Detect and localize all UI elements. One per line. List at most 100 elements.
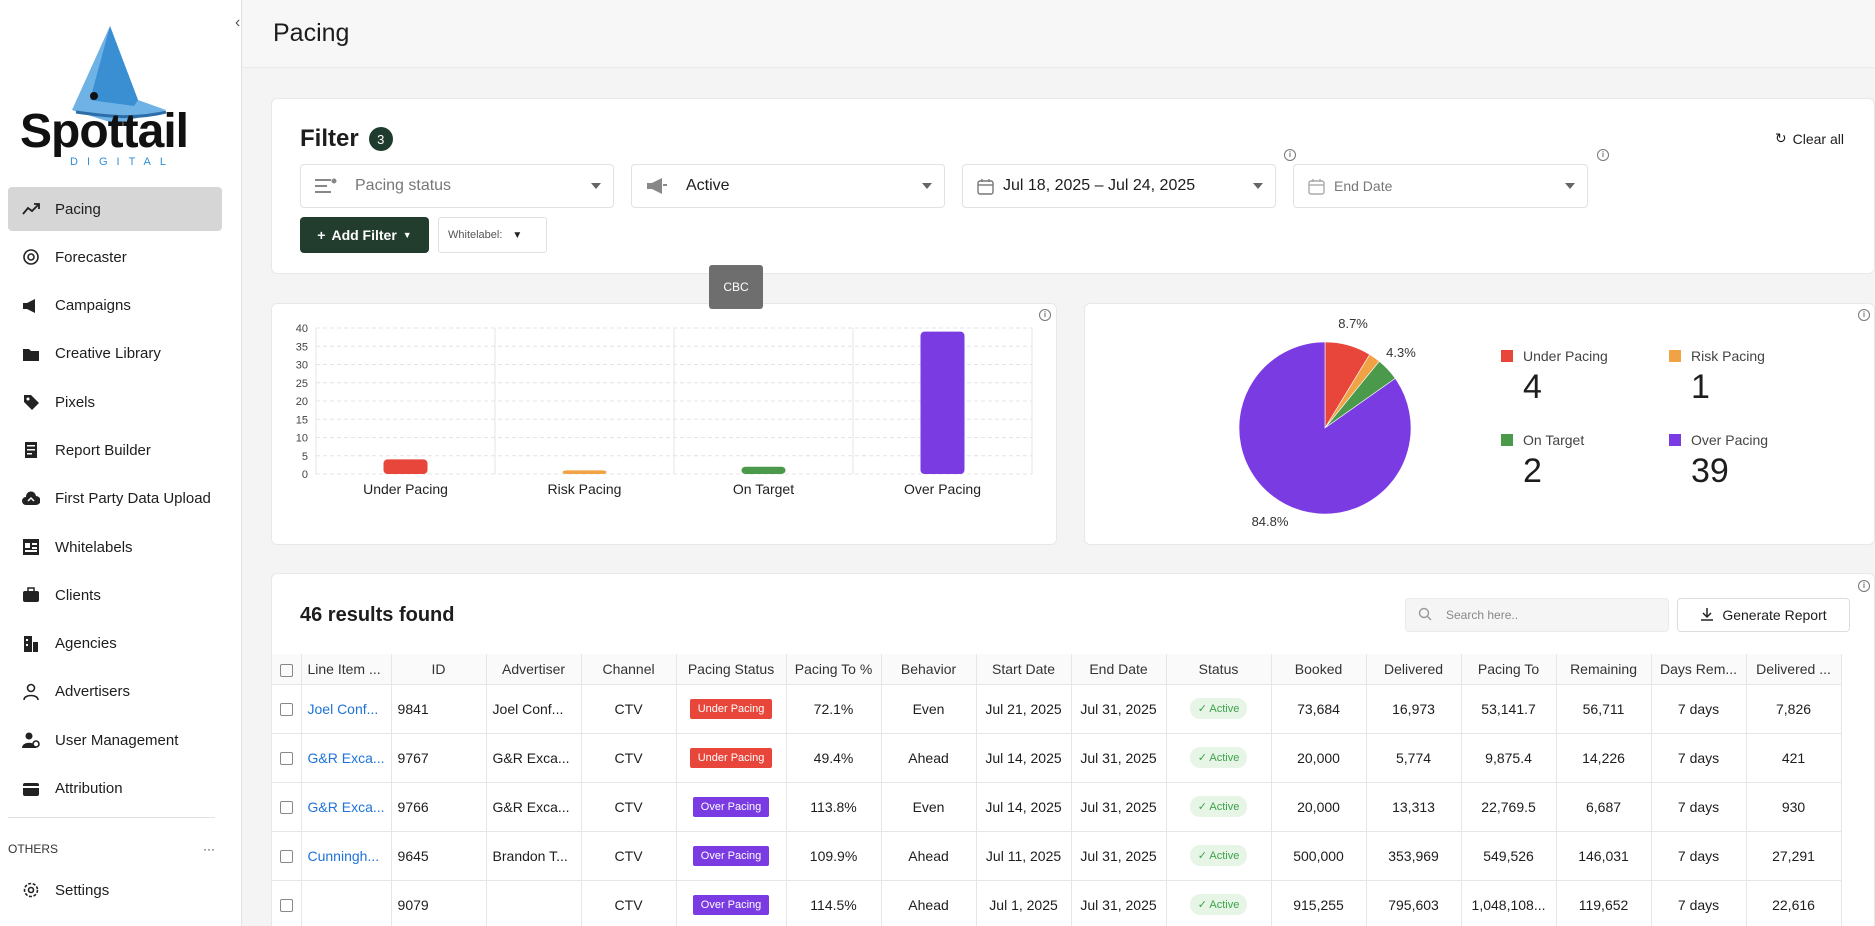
legend-label-row: Risk Pacing <box>1669 348 1765 364</box>
whitelabel-tooltip: CBC <box>709 265 763 309</box>
info-icon[interactable]: i <box>1597 149 1609 161</box>
table-row[interactable]: G&R Exca... 9766 G&R Exca... CTV Over Pacing… <box>272 782 1842 832</box>
filter-title: Filter 3 <box>300 125 393 153</box>
pacing-status-badge: Over Pacing <box>692 845 770 866</box>
date-range-select[interactable]: Jul 18, 2025 – Jul 24, 2025 <box>962 164 1276 208</box>
sidebar-item-label: Whitelabels <box>55 538 133 556</box>
search-input[interactable]: Search here.. <box>1405 598 1669 632</box>
sidebar-item-campaigns[interactable]: Campaigns <box>8 284 222 328</box>
table-row[interactable]: Cunningh... 9645 Brandon T... CTV Over Pacin… <box>272 831 1842 881</box>
row-checkbox[interactable] <box>279 801 293 815</box>
table-row[interactable]: 9079 CTV Over Pacing 114.5% Ahead Jul 1, 2025… <box>272 880 1842 926</box>
column-header[interactable]: Start Date <box>976 654 1072 685</box>
pacing-status-select[interactable]: Pacing status <box>300 164 614 208</box>
generate-report-button[interactable]: Generate Report <box>1677 598 1850 632</box>
status-select[interactable]: Active <box>631 164 945 208</box>
legend-swatch <box>1501 350 1513 362</box>
cell-advertiser: Joel Conf... <box>486 684 582 734</box>
select-all-checkbox[interactable] <box>279 663 293 677</box>
sidebar-item-label: Settings <box>55 881 110 899</box>
info-icon[interactable]: i <box>1858 580 1870 592</box>
status-badge: ✓ Active <box>1189 698 1248 719</box>
sidebar-item-settings[interactable]: Settings <box>8 868 222 912</box>
report-icon <box>21 440 41 460</box>
status-text: Active <box>1209 752 1240 764</box>
column-header[interactable]: Delivered <box>1366 654 1462 685</box>
cell-id: 9766 <box>391 782 487 832</box>
bar-chart-card: i 0 5 10 15 20 25 30 35 40 Under Pacing Risk Pacin… <box>271 303 1057 545</box>
y-tick-label: 10 <box>296 433 308 445</box>
cell-delivered: 795,603 <box>1366 880 1462 926</box>
pacing-status-placeholder: Pacing status <box>355 177 452 194</box>
column-header[interactable]: Pacing To % <box>786 654 882 685</box>
line-item-link[interactable]: Cunningh... <box>307 847 380 864</box>
column-header[interactable]: Pacing To <box>1461 654 1557 685</box>
table-row[interactable]: Joel Conf... 9841 Joel Conf... CTV Under Pac… <box>272 684 1842 734</box>
legend-label: On Target <box>1523 432 1585 448</box>
pacing-pie-chart: 8.7% 4.3% 84.8% <box>1238 316 1416 529</box>
building-icon <box>21 634 41 654</box>
sidebar-item-report-builder[interactable]: Report Builder <box>8 428 222 472</box>
legend-value: 2 <box>1523 452 1542 490</box>
info-icon[interactable]: i <box>1039 309 1051 321</box>
date-range-value: Jul 18, 2025 – Jul 24, 2025 <box>1003 177 1196 194</box>
column-header[interactable]: Days Rem... <box>1651 654 1747 685</box>
spottail-logo <box>72 26 167 124</box>
column-header[interactable]: Advertiser <box>486 654 582 685</box>
sidebar-item-label: Campaigns <box>55 297 131 315</box>
sidebar-item-first-party-data-upload[interactable]: First Party Data Upload <box>8 477 222 521</box>
column-header[interactable]: Booked <box>1271 654 1367 685</box>
table-row[interactable]: G&R Exca... 9767 G&R Exca... CTV Under Pacin… <box>272 733 1842 783</box>
sidebar-item-attribution[interactable]: Attribution <box>8 767 222 811</box>
line-item-link[interactable]: Joel Conf... <box>307 700 379 717</box>
cell-pacing-to: 549,526 <box>1461 831 1557 881</box>
end-date-select[interactable]: End Date <box>1293 164 1588 208</box>
sidebar-item-pixels[interactable]: Pixels <box>8 380 222 424</box>
column-header[interactable]: Delivered ... <box>1746 654 1842 685</box>
column-header[interactable]: Remaining <box>1556 654 1652 685</box>
sidebar-item-advertisers[interactable]: Advertisers <box>8 670 222 714</box>
cell-pacing-status: Over Pacing <box>676 880 787 926</box>
row-checkbox[interactable] <box>279 703 293 717</box>
filter-count-badge: 3 <box>368 127 393 151</box>
column-header[interactable]: Status <box>1166 654 1272 685</box>
megaphone-icon <box>21 296 41 316</box>
sidebar-item-pacing[interactable]: Pacing <box>8 187 222 231</box>
wallet-icon <box>21 779 41 799</box>
sidebar-item-whitelabels[interactable]: Whitelabels <box>8 525 222 569</box>
line-item-link[interactable]: G&R Exca... <box>307 798 385 815</box>
column-header[interactable]: Behavior <box>881 654 977 685</box>
others-more-icon[interactable]: ··· <box>203 842 215 856</box>
column-header[interactable]: Line Item ... <box>301 654 392 685</box>
sidebar-item-clients[interactable]: Clients <box>8 573 222 617</box>
add-filter-button[interactable]: + Add Filter ▼ <box>300 217 429 253</box>
sidebar-item-forecaster[interactable]: Forecaster <box>8 235 222 279</box>
info-icon[interactable]: i <box>1858 309 1870 321</box>
bar-over-pacing <box>920 331 965 474</box>
cell-pacing-status: Under Pacing <box>676 733 787 783</box>
select-all-checkbox-cell <box>272 654 302 685</box>
whitelabel-select[interactable]: Whitelabel: ▼ <box>438 217 547 253</box>
row-checkbox[interactable] <box>279 899 293 913</box>
cell-behavior: Even <box>881 782 977 832</box>
row-checkbox[interactable] <box>279 752 293 766</box>
cell-pacing-status: Under Pacing <box>676 684 787 734</box>
line-item-link[interactable]: G&R Exca... <box>307 749 385 766</box>
legend-item: Over Pacing 39 <box>1669 432 1768 491</box>
column-header[interactable]: ID <box>391 654 487 685</box>
column-header[interactable]: Channel <box>581 654 677 685</box>
column-header[interactable]: Pacing Status <box>676 654 787 685</box>
check-circle-icon: ✓ <box>1197 752 1210 764</box>
sidebar-item-user-management[interactable]: User Management <box>8 718 222 762</box>
collapse-sidebar-icon[interactable]: ‹ <box>235 14 241 31</box>
cell-start: Jul 14, 2025 <box>976 782 1072 832</box>
column-header[interactable]: End Date <box>1071 654 1167 685</box>
sidebar-item-agencies[interactable]: Agencies <box>8 622 222 666</box>
sidebar-item-creative-library[interactable]: Creative Library <box>8 332 222 376</box>
clear-all-button[interactable]: ↻ Clear all <box>1775 130 1844 147</box>
x-tick-label: Under Pacing <box>363 481 448 497</box>
row-checkbox[interactable] <box>279 850 293 864</box>
pie-percent-label: 84.8% <box>1252 514 1289 529</box>
info-icon[interactable]: i <box>1284 149 1296 161</box>
cell-end: Jul 31, 2025 <box>1071 782 1167 832</box>
